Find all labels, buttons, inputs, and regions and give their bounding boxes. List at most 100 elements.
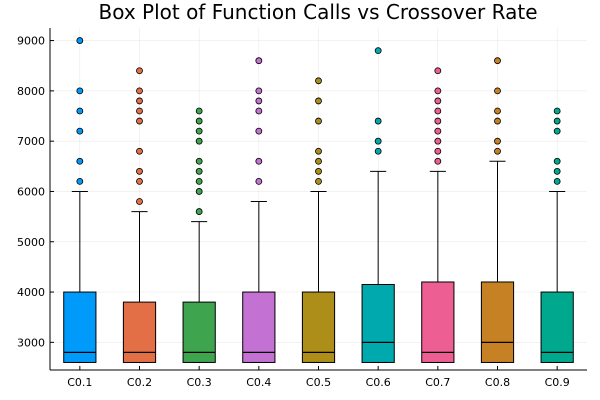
box-C0.8 [480, 281, 515, 363]
outlier-point [434, 137, 442, 145]
box-group-C0.3 [182, 107, 216, 363]
outlier-point [374, 117, 382, 125]
outlier-point [494, 137, 501, 145]
outlier-point [315, 147, 322, 155]
boxes [63, 37, 574, 363]
outlier-point [255, 107, 263, 115]
outlier-point [434, 117, 442, 125]
box-C0.3 [182, 301, 216, 363]
y-tick-label: 4000 [17, 286, 45, 299]
outlier-point [494, 57, 501, 65]
y-tick-label: 3000 [17, 336, 45, 349]
outlier-point [315, 167, 322, 175]
outlier-point [76, 127, 84, 135]
x-tick-label: C0.8 [485, 376, 510, 389]
box-group-C0.4 [242, 57, 276, 363]
outlier-point [76, 87, 84, 95]
outlier-point [553, 117, 561, 125]
outlier-point [136, 198, 143, 205]
x-tick-label: C0.7 [425, 376, 450, 389]
outlier-point [195, 167, 203, 175]
outlier-point [195, 117, 203, 125]
outlier-point [195, 157, 203, 165]
box-group-C0.8 [480, 57, 515, 363]
box-C0.7 [421, 281, 455, 363]
x-tick-label: C0.6 [366, 376, 391, 389]
outlier-point [434, 127, 442, 135]
y-tick-label: 6000 [17, 185, 45, 198]
outlier-point [315, 157, 322, 165]
outlier-point [494, 117, 501, 125]
x-tick-label: C0.4 [246, 376, 271, 389]
outlier-point [76, 157, 84, 165]
outlier-point [195, 137, 203, 145]
outlier-point [315, 117, 322, 125]
outlier-point [255, 87, 263, 95]
box-group-C0.6 [361, 47, 395, 363]
outlier-point [553, 177, 561, 185]
outlier-point [76, 177, 84, 185]
outlier-point [136, 87, 143, 95]
x-tick-label: C0.2 [127, 376, 152, 389]
box-group-C0.9 [540, 107, 574, 363]
outlier-point [76, 107, 84, 115]
outlier-point [315, 77, 322, 85]
x-tick-label: C0.9 [545, 376, 570, 389]
outlier-point [76, 37, 84, 44]
outlier-point [255, 177, 263, 185]
outlier-point [434, 107, 442, 115]
box-group-C0.5 [301, 77, 336, 363]
outlier-point [553, 167, 561, 175]
outlier-point [136, 167, 143, 175]
y-tick-label: 9000 [17, 35, 45, 48]
outlier-point [255, 57, 263, 65]
outlier-point [494, 87, 501, 95]
outlier-point [434, 87, 442, 95]
box-group-C0.1 [63, 37, 97, 363]
outlier-point [195, 188, 203, 195]
outlier-point [374, 137, 382, 145]
outlier-point [434, 157, 442, 165]
outlier-point [195, 107, 203, 115]
outlier-point [315, 97, 322, 105]
outlier-point [136, 147, 143, 155]
outlier-point [136, 107, 143, 115]
x-tick-label: C0.1 [67, 376, 92, 389]
outlier-point [374, 47, 382, 55]
outlier-point [315, 177, 322, 185]
outlier-point [255, 157, 263, 165]
outlier-point [136, 67, 143, 75]
outlier-point [136, 177, 143, 185]
box-group-C0.2 [122, 67, 157, 363]
outlier-point [255, 97, 263, 105]
y-tick-label: 7000 [17, 135, 45, 148]
box-C0.9 [540, 291, 574, 363]
outlier-point [494, 147, 501, 155]
outlier-point [374, 147, 382, 155]
outlier-point [136, 117, 143, 125]
outlier-point [434, 147, 442, 155]
box-C0.2 [122, 301, 157, 363]
outlier-point [195, 127, 203, 135]
outlier-point [434, 67, 442, 75]
x-tick-label: C0.5 [306, 376, 331, 389]
outlier-point [553, 157, 561, 165]
outlier-point [553, 127, 561, 135]
outlier-point [136, 97, 143, 105]
chart-title: Box Plot of Function Calls vs Crossover … [98, 0, 537, 24]
box-group-C0.7 [421, 67, 455, 363]
outlier-point [195, 177, 203, 185]
x-tick-label: C0.3 [187, 376, 212, 389]
outlier-point [255, 127, 263, 135]
axes: 3000 4000 5000 6000 7000 8000 9000 C0.1 C0.2 C0.3… [17, 28, 587, 389]
box-C0.4 [242, 291, 276, 363]
box-C0.5 [301, 291, 336, 363]
outlier-point [494, 107, 501, 115]
y-tick-label: 8000 [17, 85, 45, 98]
outlier-point [195, 208, 203, 215]
y-tick-label: 5000 [17, 236, 45, 249]
outlier-point [434, 97, 442, 105]
box-C0.6 [361, 284, 395, 363]
outlier-point [553, 107, 561, 115]
